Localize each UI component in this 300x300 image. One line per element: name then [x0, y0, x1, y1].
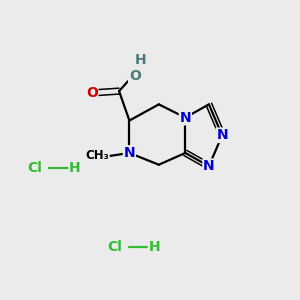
Text: N: N	[216, 128, 228, 142]
Text: O: O	[86, 85, 98, 100]
Text: H: H	[69, 161, 81, 175]
Text: H: H	[148, 240, 160, 254]
Text: H: H	[135, 53, 146, 67]
Text: N: N	[203, 159, 215, 173]
Text: N: N	[179, 111, 191, 124]
Text: CH₃: CH₃	[85, 149, 109, 162]
Text: N: N	[124, 146, 135, 160]
Text: Cl: Cl	[28, 161, 43, 175]
Text: Cl: Cl	[107, 240, 122, 254]
Text: O: O	[129, 69, 141, 83]
